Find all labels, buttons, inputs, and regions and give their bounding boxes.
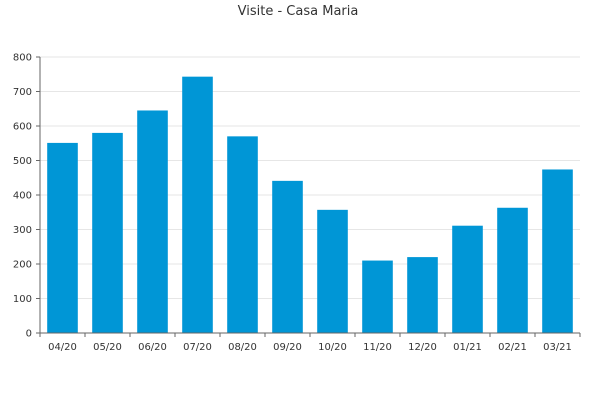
bar	[227, 136, 258, 333]
x-tick-label: 06/20	[138, 342, 167, 353]
bar	[137, 110, 168, 333]
x-tick-label: 05/20	[93, 342, 122, 353]
y-tick-label: 300	[13, 225, 32, 236]
bar	[182, 76, 213, 333]
y-tick-label: 600	[13, 122, 32, 133]
bar	[407, 257, 438, 333]
y-tick-labels: 0 100 200 300 400 500 600 700 800	[13, 53, 32, 340]
x-tick-label: 02/21	[498, 342, 527, 353]
x-tick-label: 08/20	[228, 342, 257, 353]
bar	[542, 169, 573, 333]
y-tick-label: 400	[13, 191, 32, 202]
gridlines	[40, 56, 580, 299]
bar	[497, 207, 528, 333]
x-tick-label: 04/20	[48, 342, 77, 353]
bar	[317, 209, 348, 333]
bar	[92, 132, 123, 333]
y-tick-label: 100	[13, 294, 32, 305]
x-tick-label: 03/21	[543, 342, 572, 353]
x-tick-label: 12/20	[408, 342, 437, 353]
bars	[47, 76, 573, 333]
x-tick-label: 10/20	[318, 342, 347, 353]
x-tick-labels: 04/20 05/20 06/20 07/20 08/20 09/20 10/20 11/20…	[48, 342, 572, 353]
y-tick-label: 500	[13, 156, 32, 167]
bar	[452, 225, 483, 333]
x-tick-label: 11/20	[363, 342, 392, 353]
x-tick-label: 09/20	[273, 342, 302, 353]
y-tick-label: 0	[26, 329, 32, 340]
y-tick-label: 700	[13, 87, 32, 98]
bar	[272, 180, 303, 333]
x-tick-label: 01/21	[453, 342, 482, 353]
bar	[362, 260, 393, 333]
chart-title: Visite - Casa Maria	[238, 4, 359, 19]
y-tick-label: 200	[13, 260, 32, 271]
y-tick-label: 800	[13, 53, 32, 64]
bar	[47, 142, 78, 333]
axes	[36, 56, 581, 337]
x-tick-label: 07/20	[183, 342, 212, 353]
